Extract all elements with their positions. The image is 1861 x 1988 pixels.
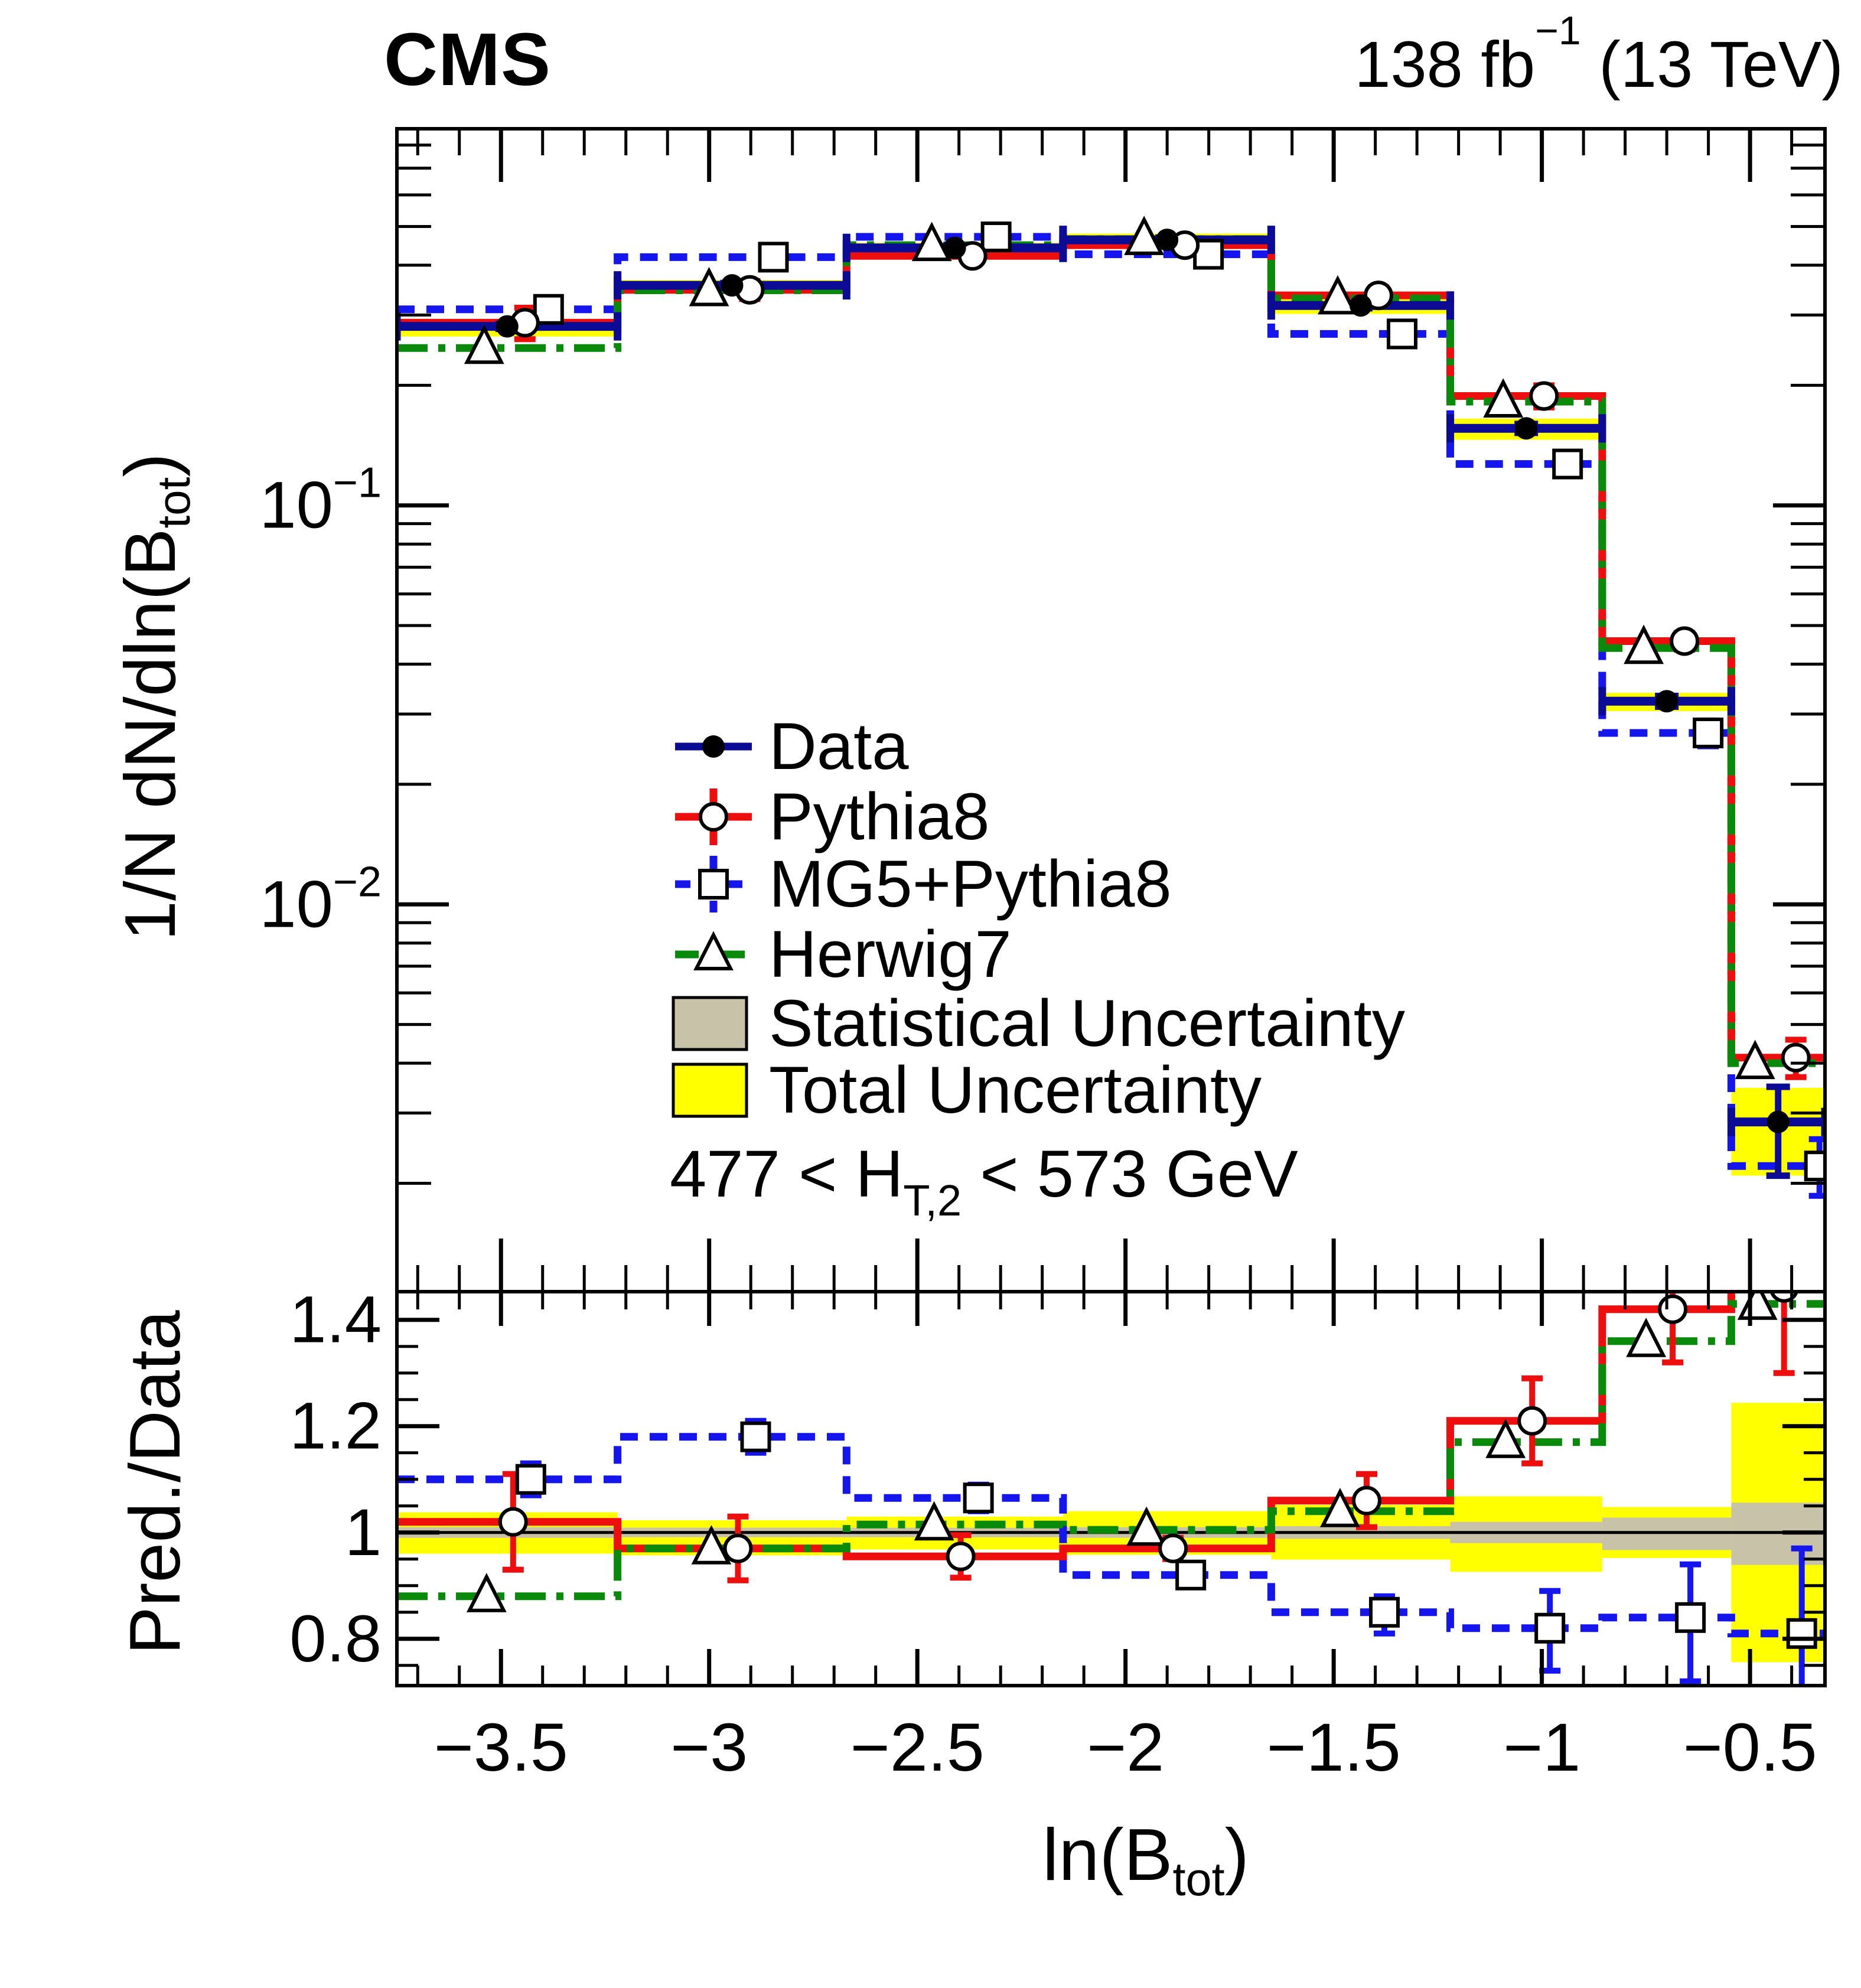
legend-label-herwig7: Herwig7	[769, 917, 1012, 991]
legend-item-herwig7: Herwig7	[675, 917, 1012, 991]
x-axis-tick-label: −0.5	[1683, 1710, 1817, 1785]
open-triangle-marker	[464, 324, 504, 364]
open-square-marker	[758, 242, 789, 273]
x-axis-title: ln(Btot)	[1042, 1814, 1250, 1905]
legend-total-box	[672, 1063, 748, 1118]
data-marker	[943, 236, 966, 259]
ratio-panel-frame	[395, 1290, 1827, 1687]
legend-item-data: Data	[675, 709, 909, 783]
open-triangle-marker	[911, 221, 952, 262]
open-circle-marker	[1670, 626, 1700, 656]
open-square-marker	[1386, 318, 1417, 350]
series-herwig7-step	[398, 235, 1824, 1067]
open-circle-marker	[723, 1533, 753, 1563]
x-axis-tick-label: −1	[1503, 1710, 1580, 1785]
experiment-label: CMS	[384, 18, 551, 101]
main-y-axis-title: 1/N dN/dln(Btot)	[109, 453, 200, 941]
main-y-tick-label: 10−2	[259, 858, 382, 941]
data-marker	[1156, 229, 1179, 252]
open-square-marker	[1534, 1612, 1566, 1644]
axes: −3.5 −3 −2.5 −2 −1.5 −1 −0.5 10−1 10−2 0.8 1 1.2 1.4	[259, 127, 1827, 1785]
legend-label-data: Data	[769, 709, 909, 783]
x-axis-tick-label: −1.5	[1267, 1710, 1401, 1785]
open-triangle-marker	[1483, 378, 1524, 418]
ratio-panel	[398, 1293, 1824, 1684]
x-axis-tick-label: −3.5	[434, 1710, 568, 1785]
open-square-marker	[698, 869, 729, 900]
legend-item-total: Total Uncertainty	[672, 1053, 1262, 1127]
luminosity-label: 138 fb−1 (13 TeV)	[1354, 8, 1843, 102]
data-marker	[496, 315, 519, 338]
open-circle-marker	[1529, 381, 1559, 411]
open-circle-marker	[1770, 1293, 1798, 1303]
open-triangle-marker	[914, 1501, 954, 1541]
open-triangle-marker	[1735, 1039, 1775, 1080]
open-square-marker	[1786, 1618, 1817, 1649]
ratio-y-tick-label: 1.2	[289, 1389, 382, 1463]
open-triangle-marker	[1126, 1506, 1167, 1546]
x-axis-tick-label: −2.5	[850, 1710, 985, 1785]
legend-label-total: Total Uncertainty	[769, 1053, 1262, 1127]
open-circle-marker	[1158, 1533, 1188, 1563]
data-marker	[702, 735, 725, 758]
ratio-y-tick-label: 1.4	[289, 1283, 382, 1357]
open-square-marker	[1693, 717, 1724, 748]
open-square-marker	[740, 1421, 771, 1452]
open-circle-marker	[1658, 1294, 1688, 1324]
ratio-mg5-step	[398, 1433, 1824, 1638]
legend: DataPythia8MG5+Pythia8Herwig7Statistical…	[670, 709, 1405, 1225]
open-triangle-marker	[693, 931, 734, 970]
ratio-y-tick-label: 1	[345, 1495, 382, 1569]
open-circle-marker	[946, 1541, 976, 1572]
legend-item-stat: Statistical Uncertainty	[672, 986, 1405, 1060]
lumi-value: 138 fb	[1354, 28, 1536, 101]
open-triangle-marker	[466, 1573, 507, 1612]
x-axis-tick-label: −3	[670, 1710, 748, 1785]
open-square-marker	[1804, 1151, 1824, 1182]
legend-item-mg5: MG5+Pythia8	[675, 847, 1172, 921]
open-triangle-marker	[1320, 1488, 1360, 1527]
open-square-marker	[1368, 1596, 1400, 1628]
open-triangle-marker	[691, 1525, 732, 1565]
legend-label-stat: Statistical Uncertainty	[769, 986, 1405, 1060]
open-triangle-marker	[1318, 275, 1358, 315]
data-marker	[1349, 294, 1372, 317]
legend-label-mg5: MG5+Pythia8	[769, 847, 1172, 921]
open-square-marker	[533, 294, 564, 325]
open-triangle-marker	[1624, 624, 1664, 664]
selection-region-label: 477 < HT,2 < 573 GeV	[670, 1137, 1298, 1225]
lumi-energy: (13 TeV)	[1580, 28, 1843, 101]
open-square-marker	[1175, 1559, 1207, 1591]
open-circle-marker	[1351, 1485, 1381, 1516]
legend-stat-box	[672, 996, 748, 1051]
data-marker	[1767, 1110, 1790, 1133]
open-circle-marker	[699, 802, 728, 832]
open-circle-marker	[498, 1507, 528, 1537]
open-triangle-marker	[1124, 216, 1165, 255]
data-marker	[1515, 417, 1538, 440]
open-square-marker	[1552, 448, 1583, 480]
legend-label-pythia8: Pythia8	[769, 780, 990, 853]
open-square-marker	[980, 221, 1012, 253]
data-marker	[1655, 690, 1679, 713]
open-square-marker	[1675, 1602, 1706, 1633]
ratio-y-tick-label: 0.8	[289, 1602, 382, 1676]
open-circle-marker	[1517, 1406, 1547, 1436]
open-circle-marker	[1781, 1042, 1811, 1073]
ratio-y-axis-title: Pred./Data	[115, 1310, 195, 1655]
open-square-marker	[963, 1482, 994, 1514]
open-triangle-marker	[689, 266, 729, 307]
lumi-exponent: −1	[1535, 8, 1581, 54]
main-panel	[398, 216, 1824, 1199]
open-triangle-marker	[1485, 1419, 1526, 1458]
open-square-marker	[515, 1464, 546, 1495]
x-axis-tick-label: −2	[1087, 1710, 1164, 1785]
main-y-tick-label: 10−1	[259, 459, 382, 542]
data-marker	[721, 274, 744, 297]
legend-item-pythia8: Pythia8	[675, 780, 990, 853]
open-triangle-marker	[1626, 1318, 1667, 1357]
